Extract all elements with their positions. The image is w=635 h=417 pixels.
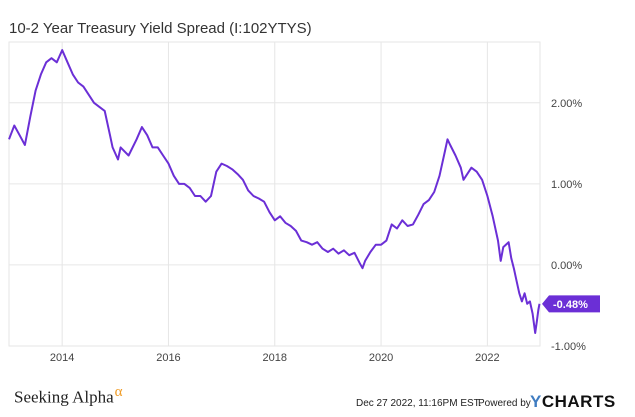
x-tick-label: 2018 [263, 352, 287, 364]
y-tick-label: 1.00% [551, 179, 582, 191]
brand-name: Seeking Alpha [14, 387, 114, 407]
x-tick-label: 2014 [50, 352, 74, 364]
last-value-label: -0.48% [542, 295, 600, 313]
ycharts-logo-text: CHARTS [541, 392, 616, 411]
ycharts-logo-y: Y [530, 392, 542, 411]
plot-frame [8, 41, 541, 347]
axis-ticks: 2014 2016 2018 2020 2022 2.00% 1.00% 0.00% -1.00… [50, 98, 586, 364]
timestamp: Dec 27 2022, 11:16PM EST. [356, 398, 482, 409]
alpha-icon: α [114, 384, 123, 400]
last-value-text: -0.48% [553, 299, 588, 311]
last-value-badge [542, 295, 600, 313]
x-tick-label: 2016 [156, 352, 180, 364]
chart-title: 10-2 Year Treasury Yield Spread (I:102YT… [9, 20, 312, 37]
seeking-alpha-logo: Seeking Alphaα [14, 384, 123, 408]
x-tick-label: 2020 [369, 352, 393, 364]
y-tick-label: 0.00% [551, 260, 582, 272]
grid [8, 41, 541, 347]
powered-by-label: Powered by [478, 398, 531, 409]
y-tick-label: 2.00% [551, 98, 582, 110]
y-tick-label: -1.00% [551, 341, 586, 353]
yield-spread-line [8, 49, 541, 334]
x-tick-label: 2022 [475, 352, 499, 364]
ycharts-logo: YCHARTS [530, 392, 616, 412]
